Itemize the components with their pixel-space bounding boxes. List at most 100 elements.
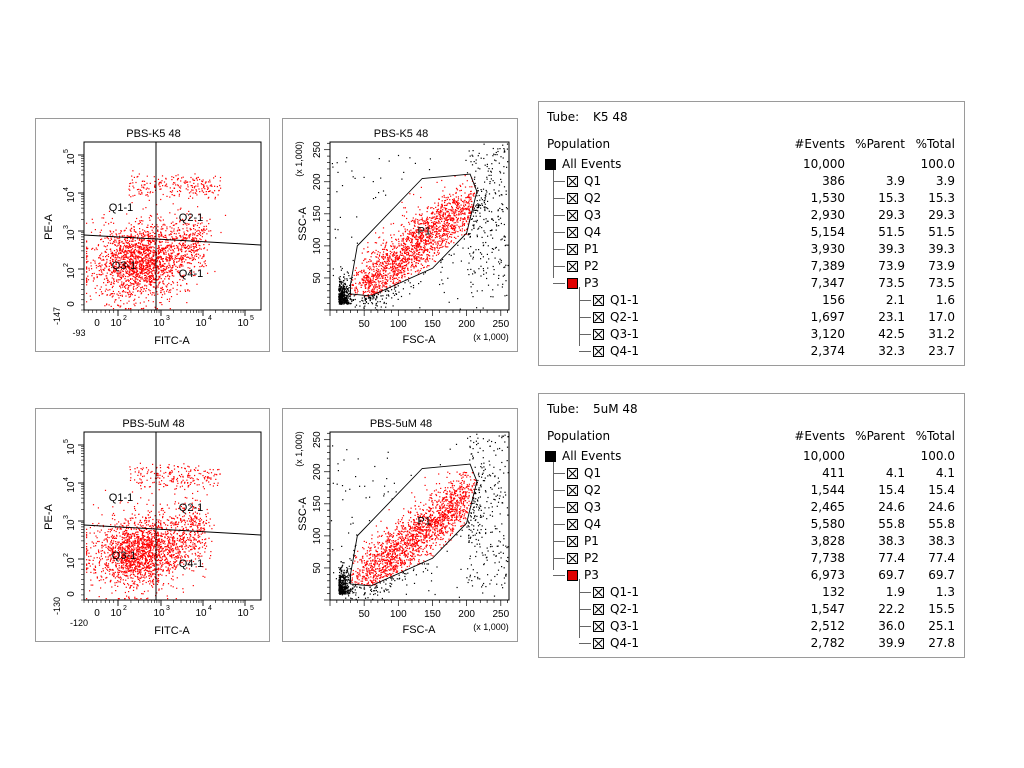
gate-polygon bbox=[350, 463, 478, 587]
population-total-percent: 23.7 bbox=[928, 344, 955, 358]
ungated-event-dots bbox=[331, 143, 509, 311]
population-total-percent: 1.3 bbox=[935, 585, 955, 599]
tick-label: 200 bbox=[312, 173, 323, 190]
population-events: 7,389 bbox=[810, 259, 845, 273]
tree-connector bbox=[553, 168, 554, 278]
population-events: 2,782 bbox=[810, 636, 845, 650]
quadrant-label-q1-1: Q1-1 bbox=[109, 492, 133, 504]
population-checkbox-icon bbox=[567, 536, 578, 547]
population-parent-percent: 1.9 bbox=[885, 585, 905, 599]
population-events: 5,154 bbox=[810, 225, 845, 239]
tick-label: 10 bbox=[66, 153, 77, 165]
tick-exponent: 4 bbox=[208, 605, 212, 612]
tick-label: 50 bbox=[359, 319, 371, 330]
y-min-label: -130 bbox=[52, 597, 62, 615]
population-events: 156 bbox=[822, 293, 845, 307]
axis-ticks bbox=[324, 142, 508, 316]
population-parent-percent: 3.9 bbox=[885, 174, 905, 188]
population-total-percent: 17.0 bbox=[928, 310, 955, 324]
column-header-parent: %Parent bbox=[855, 429, 905, 443]
population-parent-percent: 24.6 bbox=[878, 500, 905, 514]
population-events: 411 bbox=[822, 466, 845, 480]
population-events: 1,544 bbox=[810, 483, 845, 497]
tick-exponent: 5 bbox=[250, 605, 254, 612]
y-multiplier-label: (x 1,000) bbox=[294, 141, 304, 177]
population-color-swatch bbox=[545, 159, 556, 170]
tick-label: 250 bbox=[312, 431, 323, 448]
tick-label: 10 bbox=[66, 557, 77, 569]
tick-label: 150 bbox=[312, 205, 323, 222]
population-checkbox-icon bbox=[593, 587, 604, 598]
population-total-percent: 4.1 bbox=[935, 466, 955, 480]
population-total-percent: 38.3 bbox=[928, 534, 955, 548]
column-header-parent: %Parent bbox=[855, 137, 905, 151]
population-name: Q1 bbox=[584, 174, 602, 188]
population-name: P1 bbox=[584, 534, 599, 548]
population-name: Q4 bbox=[584, 225, 602, 239]
tick-label: 10 bbox=[153, 318, 165, 329]
population-name: P1 bbox=[584, 242, 599, 256]
y-axis-ticks bbox=[78, 154, 84, 311]
population-events: 2,465 bbox=[810, 500, 845, 514]
population-total-percent: 1.6 bbox=[935, 293, 955, 307]
tick-label: 10 bbox=[66, 519, 77, 531]
population-parent-percent: 73.9 bbox=[878, 259, 905, 273]
population-total-percent: 100.0 bbox=[920, 449, 955, 463]
population-events: 6,973 bbox=[810, 568, 845, 582]
population-parent-percent: 29.3 bbox=[878, 208, 905, 222]
population-name: Q2-1 bbox=[610, 602, 640, 616]
tick-exponent: 2 bbox=[63, 553, 70, 557]
column-header-events: #Events bbox=[794, 429, 845, 443]
gate-label: P1 bbox=[418, 225, 431, 237]
population-parent-percent: 4.1 bbox=[885, 466, 905, 480]
population-color-swatch bbox=[567, 570, 578, 581]
gate-label: P1 bbox=[418, 515, 431, 527]
population-name: P2 bbox=[584, 551, 599, 565]
population-parent-percent: 77.4 bbox=[878, 551, 905, 565]
tick-label: 150 bbox=[424, 609, 441, 620]
population-total-percent: 29.3 bbox=[928, 208, 955, 222]
population-parent-percent: 55.8 bbox=[878, 517, 905, 531]
population-total-percent: 73.5 bbox=[928, 276, 955, 290]
tick-exponent: 3 bbox=[63, 515, 70, 519]
tree-connector bbox=[553, 524, 565, 525]
tree-connector bbox=[579, 626, 591, 627]
population-total-percent: 73.9 bbox=[928, 259, 955, 273]
quadrant-divider-horizontal bbox=[83, 234, 262, 246]
y-axis-label: SSC-A bbox=[297, 207, 309, 241]
tick-label: 100 bbox=[390, 609, 407, 620]
y-min-label: -147 bbox=[52, 307, 62, 325]
population-name: Q3-1 bbox=[610, 327, 640, 341]
population-name: P2 bbox=[584, 259, 599, 273]
population-name: All Events bbox=[562, 449, 622, 463]
population-total-percent: 39.3 bbox=[928, 242, 955, 256]
population-events: 2,512 bbox=[810, 619, 845, 633]
tick-label: 10 bbox=[66, 481, 77, 493]
plot-title: PBS-5uM 48 bbox=[370, 418, 432, 430]
population-parent-percent: 22.2 bbox=[878, 602, 905, 616]
population-total-percent: 25.1 bbox=[928, 619, 955, 633]
population-parent-percent: 51.5 bbox=[878, 225, 905, 239]
population-total-percent: 55.8 bbox=[928, 517, 955, 531]
tick-label: 50 bbox=[359, 609, 371, 620]
tick-exponent: 4 bbox=[208, 315, 212, 322]
population-events: 2,374 bbox=[810, 344, 845, 358]
tree-connector bbox=[553, 490, 565, 491]
tick-label: 250 bbox=[312, 141, 323, 158]
tree-connector bbox=[579, 300, 591, 301]
population-parent-percent: 15.4 bbox=[878, 483, 905, 497]
population-checkbox-icon bbox=[593, 295, 604, 306]
population-name: P3 bbox=[584, 276, 599, 290]
tick-label: 10 bbox=[237, 318, 249, 329]
x-axis-ticks bbox=[83, 600, 246, 606]
tick-exponent: 4 bbox=[63, 477, 70, 481]
tick-label: 10 bbox=[195, 608, 207, 619]
tick-label: 250 bbox=[492, 319, 509, 330]
population-name: Q1-1 bbox=[610, 293, 640, 307]
population-checkbox-icon bbox=[593, 329, 604, 340]
tree-connector bbox=[579, 579, 580, 638]
tree-connector bbox=[553, 215, 565, 216]
tick-label: 10 bbox=[110, 608, 122, 619]
tick-label: 10 bbox=[66, 229, 77, 241]
